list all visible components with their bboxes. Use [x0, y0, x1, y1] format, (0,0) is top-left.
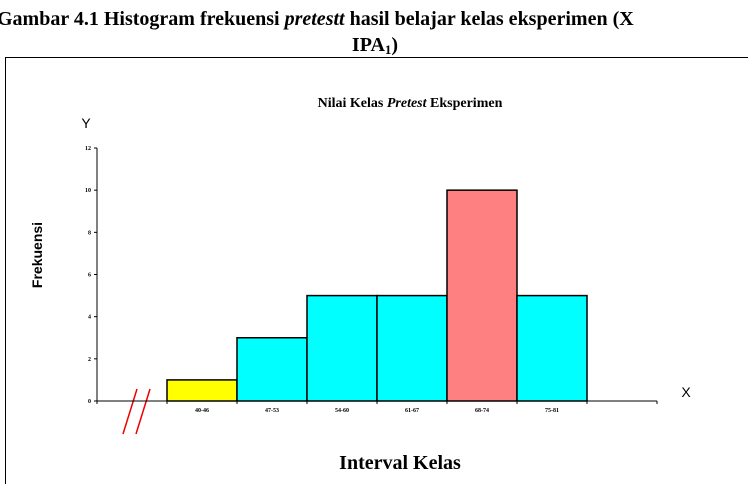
chart-title: Nilai Kelas Pretest Eksperimen [318, 96, 503, 111]
title-text: Pretest [387, 96, 428, 111]
bar [306, 294, 378, 402]
y-tick-label: 8 [88, 230, 91, 236]
x-symbol: X [681, 384, 691, 400]
y-axis-label: Frekuensi [29, 222, 45, 288]
x-tick-label: 75-81 [545, 408, 559, 414]
x-tick-label: 68-74 [475, 408, 489, 414]
title-text: Nilai Kelas [318, 96, 387, 111]
chart-frame [5, 57, 748, 484]
x-tick-label: 40-46 [195, 408, 209, 414]
bar [446, 189, 518, 402]
caption: IPA1) [352, 34, 398, 57]
y-tick-label: 0 [88, 399, 91, 405]
x-tick-label: 54-60 [335, 408, 349, 414]
title-text: Eksperimen [427, 96, 503, 111]
caption-text: Gambar 4.1 Histogram frekuensi [0, 8, 285, 30]
bar [166, 379, 238, 402]
axis-break [122, 388, 138, 435]
x-tick-label: 47-53 [265, 408, 279, 414]
caption-text: ) [391, 34, 398, 56]
x-axis-label: Interval Kelas [339, 452, 461, 474]
caption: Gambar 4.1 Histogram frekuensi pretestt … [0, 8, 634, 30]
y-tick-label: 4 [88, 315, 91, 321]
plot: 0 2 4 6 8 10 12 40-46 47-53 54-60 61-67 68-74 75-81 [85, 146, 658, 414]
caption-text: IPA [352, 34, 386, 56]
caption-text: pretestt [283, 8, 346, 30]
bar [376, 294, 448, 402]
caption-text: 1 [385, 42, 392, 57]
y-tick-label: 6 [88, 273, 91, 279]
bar [516, 294, 588, 402]
y-tick-label: 2 [88, 357, 91, 363]
axis-break [135, 388, 151, 435]
x-tick-label: 61-67 [405, 408, 419, 414]
y-tick-label: 12 [85, 146, 91, 152]
caption-text: hasil belajar kelas eksperimen (X [345, 8, 635, 30]
y-tick-label: 10 [85, 188, 91, 194]
bar [236, 337, 308, 402]
y-symbol: Y [81, 115, 91, 131]
